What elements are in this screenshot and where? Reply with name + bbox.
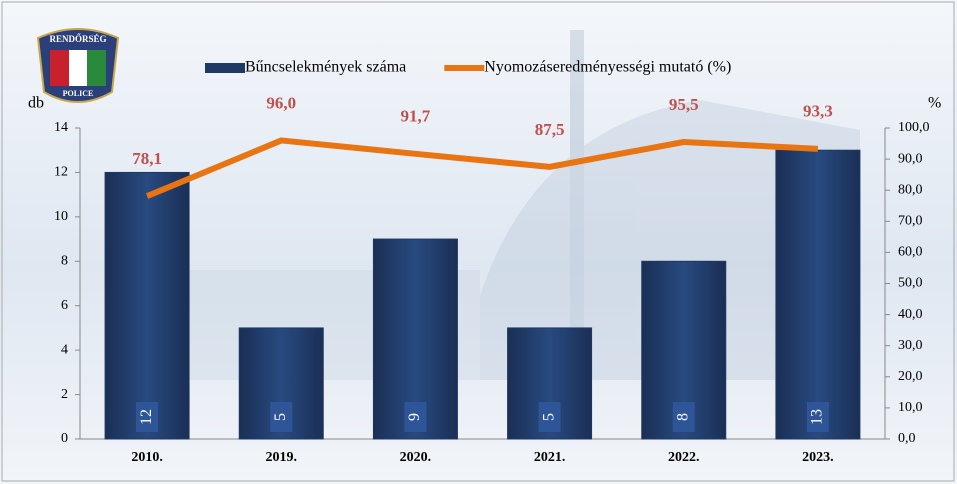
y-tick-label: 12 (54, 165, 68, 180)
legend-label: Bűncselekmények száma (245, 59, 406, 76)
logo-bottom-text: POLICE (63, 89, 94, 98)
line-value-label: 96,0 (266, 93, 296, 112)
x-tick-label: 2022. (668, 450, 700, 465)
logo: RENDŐRSÉG POLICE (36, 28, 120, 103)
bar-value-label: 8 (674, 413, 691, 421)
bar-value-label: 5 (272, 413, 289, 421)
y2-tick-label: 0,0 (898, 431, 916, 446)
y-tick-label: 6 (61, 298, 68, 313)
y2-tick-label: 70,0 (898, 214, 923, 229)
bar (775, 149, 861, 440)
y-tick-label: 0 (61, 431, 68, 446)
y2-tick-label: 50,0 (898, 276, 923, 291)
y2-tick-label: 10,0 (898, 400, 923, 415)
y2-tick-label: 40,0 (898, 307, 923, 322)
x-tick-label: 2010. (131, 450, 163, 465)
y-tick-label: 10 (54, 209, 68, 224)
legend-swatch (205, 63, 245, 73)
y-tick-label: 2 (61, 387, 68, 402)
x-tick-label: 2020. (400, 450, 432, 465)
bar-label-box (404, 402, 427, 432)
bar-label-box (806, 402, 829, 432)
y2-tick-label: 20,0 (898, 369, 923, 384)
bar-value-label: 9 (406, 413, 423, 421)
bar-value-label: 12 (138, 409, 155, 425)
y-tick-label: 14 (54, 120, 68, 135)
y2-tick-label: 80,0 (898, 182, 923, 197)
legend: Bűncselekmények száma Nyomozáseredményess… (205, 59, 731, 76)
y-tick-label: 4 (61, 342, 68, 357)
bar (104, 171, 190, 440)
line-value-label: 93,3 (803, 102, 833, 121)
y2-tick-label: 90,0 (898, 151, 923, 166)
y2-tick-label: 30,0 (898, 338, 923, 353)
line (145, 137, 819, 199)
y2-tick-label: 60,0 (898, 245, 923, 260)
bar-label-box (538, 402, 561, 432)
x-tick-label: 2023. (802, 450, 834, 465)
bar-label-box (136, 402, 159, 432)
x-tick-label: 2021. (534, 450, 566, 465)
line-value-label: 87,5 (535, 120, 565, 139)
line-value-label: 91,7 (401, 107, 431, 126)
y2-axis-title: % (928, 95, 941, 112)
legend-label: Nyomozáseredményességi mutató (%) (484, 59, 731, 76)
logo-top-text: RENDŐRSÉG (49, 34, 106, 44)
line-value-label: 78,1 (132, 149, 162, 168)
x-tick-label: 2019. (266, 450, 298, 465)
bar-value-label: 13 (809, 409, 826, 425)
y-axis-title: db (28, 95, 44, 112)
y2-tick-label: 100,0 (898, 120, 930, 135)
bar-label-box (672, 402, 695, 432)
bar-label-box (270, 402, 293, 432)
bar-value-label: 5 (540, 413, 557, 421)
line-value-label: 95,5 (669, 95, 699, 114)
y-tick-label: 8 (61, 254, 68, 269)
